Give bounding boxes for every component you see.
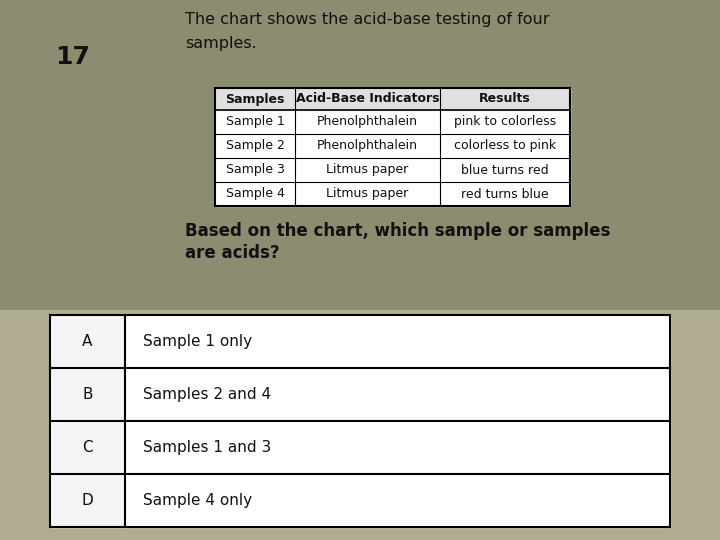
Bar [50, 315, 125, 368]
Bar [215, 88, 570, 206]
Text: A: A [82, 334, 93, 349]
Text: Based on the chart, which sample or samples: Based on the chart, which sample or samp… [185, 222, 611, 240]
Text: are acids?: are acids? [185, 244, 279, 262]
Bar [50, 315, 670, 527]
Text: Sample 2: Sample 2 [225, 139, 284, 152]
Text: Samples 1 and 3: Samples 1 and 3 [143, 440, 271, 455]
Bar [215, 88, 570, 110]
Text: The chart shows the acid-base testing of four: The chart shows the acid-base testing of… [185, 12, 549, 27]
Text: Samples: Samples [225, 92, 284, 105]
Text: colorless to pink: colorless to pink [454, 139, 556, 152]
Bar [0, 0, 720, 310]
Text: Samples 2 and 4: Samples 2 and 4 [143, 387, 271, 402]
Text: Sample 3: Sample 3 [225, 164, 284, 177]
Text: samples.: samples. [185, 36, 257, 51]
Text: Sample 1: Sample 1 [225, 116, 284, 129]
Bar [0, 310, 720, 540]
Text: 17: 17 [55, 45, 90, 69]
Text: Results: Results [479, 92, 531, 105]
Text: pink to colorless: pink to colorless [454, 116, 556, 129]
Text: Sample 1 only: Sample 1 only [143, 334, 252, 349]
Text: D: D [81, 493, 94, 508]
Text: Phenolphthalein: Phenolphthalein [317, 139, 418, 152]
Text: blue turns red: blue turns red [462, 164, 549, 177]
Bar [50, 421, 125, 474]
Bar [50, 368, 125, 421]
Text: Litmus paper: Litmus paper [326, 187, 409, 200]
Text: C: C [82, 440, 93, 455]
Text: Litmus paper: Litmus paper [326, 164, 409, 177]
Text: B: B [82, 387, 93, 402]
Text: Sample 4: Sample 4 [225, 187, 284, 200]
Text: Acid-Base Indicators: Acid-Base Indicators [296, 92, 439, 105]
Bar [50, 474, 125, 527]
Text: red turns blue: red turns blue [462, 187, 549, 200]
Text: Phenolphthalein: Phenolphthalein [317, 116, 418, 129]
Text: Sample 4 only: Sample 4 only [143, 493, 252, 508]
